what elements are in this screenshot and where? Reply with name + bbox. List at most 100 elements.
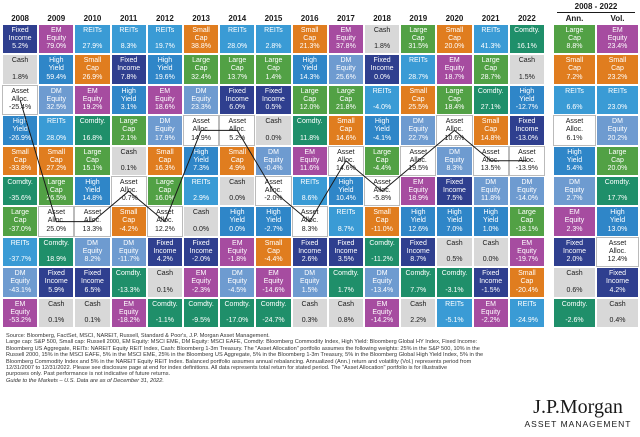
cell-dm-equity: DM Equity 11.8% [472, 176, 509, 207]
cell-cash: Cash 0.3% [291, 297, 328, 328]
cell-asset-name: Asset Alloc. [337, 148, 355, 164]
cell-return-value: 2.3% [566, 225, 583, 233]
cell-return-value: 5.4% [566, 164, 583, 172]
year-header-2008: 2008 [11, 14, 29, 23]
cell-asset-alloc: Asset Alloc. 12.4% [596, 236, 639, 268]
cell-asset-name: Cash [48, 300, 65, 308]
summary-header-ann: Ann. [565, 14, 584, 23]
cell-return-value: -35.6% [9, 195, 32, 203]
cell-reits: REITs 28.0% [38, 115, 75, 146]
cell-return-value: -4.1% [372, 134, 392, 142]
cell-comdty: Comdty. 16.1% [508, 24, 545, 55]
cell-return-value: 28.0% [46, 134, 67, 142]
cell-high-yield: High Yield 14.8% [74, 176, 111, 207]
cell-return-value: 1.0% [482, 225, 499, 233]
cell-high-yield: High Yield -26.9% [2, 115, 39, 146]
cell-return-value: -14.0% [515, 195, 538, 203]
cell-asset-name: EM Equity [372, 300, 392, 316]
cell-asset-name: EM Equity [10, 300, 30, 316]
cell-comdty: Comdty. -17.0% [219, 297, 256, 328]
cell-asset-name: EM Equity [155, 87, 175, 103]
cell-return-value: 5.9% [48, 286, 65, 294]
asset-class-returns-grid: 2008 2009 2010 2011 2012 2013 2014 2015 2016 2017… [2, 2, 639, 328]
cell-return-value: 8.7% [410, 256, 427, 264]
cell-fixed-income: Fixed Income 7.5% [436, 176, 473, 207]
cell-asset-alloc: Asset Alloc. 13.3% [74, 206, 111, 237]
cell-return-value: 7.5% [446, 195, 463, 203]
cell-large-cap: Large Cap 32.4% [183, 54, 220, 85]
cell-return-value: -13.4% [371, 286, 394, 294]
cell-return-value: 25.0% [46, 225, 67, 233]
cell-return-value: 0.8% [337, 316, 354, 324]
year-header-2011: 2011 [120, 14, 138, 23]
cell-em-equity: EM Equity -53.2% [2, 297, 39, 328]
cell-asset-name: DM Equity [336, 57, 356, 73]
cell-small-cap: Small Cap 14.8% [472, 115, 509, 146]
cell-asset-alloc: Asset Alloc. -13.9% [508, 145, 545, 176]
cell-comdty: Comdty. -13.3% [110, 267, 147, 298]
cell-return-value: 0.3% [301, 316, 318, 324]
cell-asset-name: Cash [566, 270, 583, 278]
cell-asset-name: Fixed Income [334, 239, 358, 255]
cell-asset-name: Large Cap [83, 148, 102, 164]
cell-return-value: 12.4% [607, 256, 628, 264]
cell-cash: Cash 1.8% [364, 24, 401, 55]
cell-asset-name: Fixed Income [298, 239, 322, 255]
cell-asset-name: High Yield [157, 57, 173, 73]
cell-return-value: -33.8% [9, 164, 32, 172]
cell-cash: Cash 0.1% [146, 267, 183, 298]
cell-return-value: 16.3% [154, 164, 175, 172]
cell-reits: REITs -4.0% [364, 84, 401, 116]
cell-cash: Cash 0.0% [255, 115, 292, 146]
cell-large-cap: Large Cap 15.1% [74, 145, 111, 176]
cell-comdty: Comdty. -1.1% [146, 297, 183, 328]
source-notes: Source: Bloomberg, FactSet, MSCI, NAREIT… [6, 333, 634, 384]
cell-return-value: 16.1% [516, 43, 537, 51]
cell-asset-alloc: Asset Alloc. 19.5% [400, 145, 437, 176]
cell-high-yield: High Yield 7.3% [183, 145, 220, 176]
cell-cash: Cash 1.8% [2, 54, 39, 85]
cell-high-yield: High Yield 5.4% [553, 145, 596, 176]
cell-asset-name: Fixed Income [225, 87, 249, 103]
cell-return-value: -2.0% [264, 195, 283, 203]
cell-cash: Cash 0.1% [74, 297, 111, 328]
cell-return-value: 7.2% [566, 73, 583, 81]
cell-return-value: 79.0% [46, 43, 67, 51]
cell-asset-alloc: Asset Alloc. 13.5% [472, 145, 509, 176]
cell-return-value: 27.2% [46, 164, 67, 172]
cell-return-value: 10.4% [335, 195, 356, 203]
cell-reits: REITs 23.0% [596, 84, 639, 116]
cell-high-yield: High Yield -12.7% [508, 84, 545, 116]
cell-reits: REITs 8.3% [110, 24, 147, 55]
cell-return-value: 4.9% [229, 164, 246, 172]
year-header-2009: 2009 [47, 14, 66, 23]
cell-return-value: 0.0% [229, 195, 246, 203]
cell-return-value: 2.1% [120, 134, 137, 142]
cell-return-value: 4.2% [156, 256, 173, 264]
cell-asset-name: Cash [446, 239, 463, 247]
cell-asset-name: DM Equity [299, 270, 320, 286]
cell-return-value: -11.7% [117, 256, 140, 264]
cell-asset-name: Small Cap [608, 57, 627, 73]
cell-asset-name: DM Equity [82, 239, 103, 255]
cell-return-value: 10.6% [444, 134, 465, 142]
cell-comdty: Comdty. -11.2% [364, 236, 401, 268]
cell-return-value: 14.8% [82, 195, 103, 203]
cell-return-value: -0.7% [119, 195, 138, 203]
source-line-4: Bloomberg Commodity Index and 5% in the … [6, 358, 472, 365]
cell-asset-name: EM Equity [517, 239, 537, 255]
cell-asset-name: DM Equity [263, 148, 284, 164]
logo-brand: J.P.Morgan [533, 396, 623, 418]
source-line-5: 12/31/2007 to 12/31/2022. Please see dis… [6, 365, 448, 372]
cell-asset-name: Comdty. [477, 87, 504, 95]
cell-asset-name: Cash [120, 148, 137, 156]
cell-asset-name: REITs [565, 87, 584, 95]
cell-reits: REITs -37.7% [2, 236, 39, 268]
cell-return-value: 22.7% [408, 134, 429, 142]
cell-return-value: 18.7% [444, 73, 465, 81]
cell-return-value: 37.8% [335, 43, 356, 51]
cell-asset-name: Comdty. [188, 300, 214, 308]
cell-asset-name: EM Equity [82, 87, 103, 103]
cell-small-cap: Small Cap 20.0% [436, 24, 473, 55]
cell-reits: REITs 2.8% [255, 24, 292, 55]
